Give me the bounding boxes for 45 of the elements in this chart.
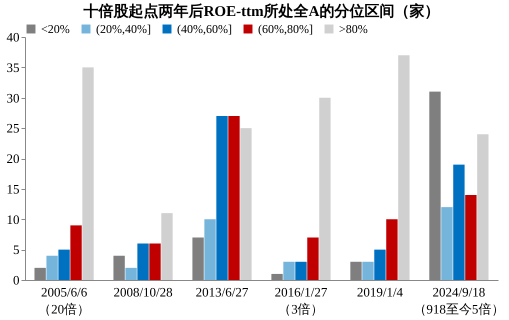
bar [240, 128, 252, 280]
bar [46, 256, 58, 280]
bar [465, 194, 477, 280]
y-tick-label: 15 [6, 181, 20, 196]
y-tick-label: 25 [6, 120, 20, 136]
bar [70, 225, 82, 280]
chart-title: 十倍股起点两年后ROE-ttm所处全A的分位区间（家） [82, 2, 440, 20]
bar [307, 237, 319, 280]
bar [477, 134, 489, 280]
bar [453, 164, 465, 280]
x-tick-label: 2008/10/28 [113, 284, 173, 300]
bar [362, 262, 374, 280]
bar [137, 244, 149, 280]
x-tick-label: 2005/6/6 （20倍） [38, 284, 90, 316]
y-tick-label: 20 [6, 151, 20, 166]
bar [398, 55, 410, 280]
x-tick-label: 2024/9/18 （918至今5倍） [413, 284, 504, 316]
legend-label: (40%,60%] [177, 22, 232, 36]
legend-label: (20%,40%] [96, 22, 151, 36]
bar [82, 67, 94, 280]
bar [319, 98, 331, 280]
bar [374, 250, 386, 280]
y-tick-label: 0 [13, 272, 20, 288]
x-tick-label: 2019/1/4 [356, 284, 404, 300]
x-tick-label: 2016/1/27 （3倍） [274, 284, 328, 316]
legend-label: (60%,80%] [258, 22, 313, 36]
legend-label: <20% [41, 22, 70, 36]
y-tick-label: 10 [6, 212, 20, 227]
bar [283, 262, 295, 280]
bar [216, 116, 228, 280]
y-tick-label: 5 [13, 242, 20, 258]
bar [295, 262, 307, 280]
bar [58, 250, 70, 280]
bar [441, 207, 453, 280]
bar [149, 244, 161, 280]
bar [228, 116, 240, 280]
y-tick-label: 35 [6, 60, 20, 75]
bar [125, 268, 137, 280]
y-tick-label: 40 [6, 30, 20, 44]
bar [204, 219, 216, 280]
bar [386, 219, 398, 280]
y-tick-label: 30 [6, 90, 20, 106]
legend-label: >80% [339, 22, 368, 36]
x-tick-label: 2013/6/27 [196, 284, 249, 300]
bar [161, 213, 173, 280]
